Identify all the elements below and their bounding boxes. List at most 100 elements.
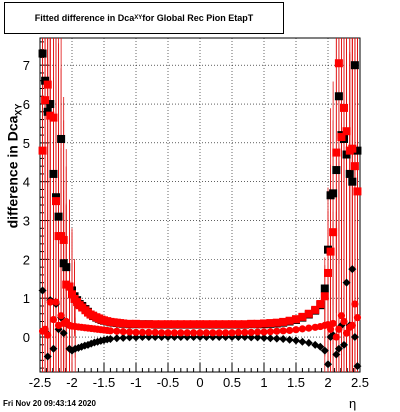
data-point-diamond <box>38 286 47 295</box>
data-point-circle <box>222 329 230 337</box>
data-point-circle <box>351 300 359 308</box>
data-point-diamond <box>334 344 343 353</box>
data-point-square <box>164 320 172 329</box>
data-point-square <box>52 197 60 206</box>
data-point-circle <box>106 327 114 335</box>
data-point-square <box>247 319 256 328</box>
x-tick-label: -2.5 <box>29 375 51 390</box>
data-point-circle <box>138 328 146 336</box>
data-point-circle <box>353 314 362 322</box>
data-point-circle <box>44 331 52 339</box>
data-point-square <box>119 319 128 328</box>
data-point-square <box>57 134 66 143</box>
y-tick-label: 5 <box>23 136 30 151</box>
data-point-circle <box>132 328 140 336</box>
x-tick-label: -0.5 <box>157 375 179 390</box>
data-point-square <box>234 320 243 329</box>
data-point-square <box>215 320 224 329</box>
data-point-circle <box>279 327 287 335</box>
data-point-circle <box>260 328 268 336</box>
data-point-square <box>151 320 160 329</box>
data-point-diamond <box>272 334 281 343</box>
data-point-circle <box>57 312 65 320</box>
data-point-diamond <box>304 338 313 347</box>
data-point-circle <box>151 328 159 336</box>
y-tick-label: 2 <box>23 252 30 267</box>
data-point-square <box>132 319 140 328</box>
data-point-circle <box>342 329 351 337</box>
data-point-square <box>228 320 236 329</box>
data-point-circle <box>46 298 54 306</box>
data-point-square <box>272 318 281 327</box>
data-point-circle <box>196 329 204 337</box>
data-point-diamond <box>320 346 329 355</box>
data-point-diamond <box>43 352 52 361</box>
data-point-square <box>337 133 346 142</box>
data-point-diamond <box>340 340 348 349</box>
data-point-diamond <box>342 278 351 287</box>
data-point-circle <box>329 319 337 328</box>
data-point-square <box>320 284 329 293</box>
data-point-circle <box>305 324 313 332</box>
x-tick-label: -1.5 <box>93 375 115 390</box>
data-point-circle <box>177 329 185 337</box>
y-tick-label: 4 <box>23 175 30 190</box>
data-point-square <box>334 59 343 68</box>
data-point-square <box>353 146 362 155</box>
data-point-circle <box>183 329 191 337</box>
data-point-square <box>41 96 50 105</box>
data-point-circle <box>266 328 274 336</box>
data-point-circle <box>234 328 242 336</box>
data-point-diamond <box>350 333 359 342</box>
chart-title: Fitted difference in Dca XY for Global Re… <box>4 2 284 34</box>
data-point-diamond <box>247 333 256 342</box>
data-point-square <box>298 312 307 321</box>
data-point-square <box>334 92 343 101</box>
data-point-square <box>348 144 357 153</box>
data-point-square <box>324 268 332 277</box>
data-point-diamond <box>59 329 68 338</box>
data-point-square <box>65 282 74 291</box>
data-point-diamond <box>279 334 288 343</box>
data-point-circle <box>52 298 60 306</box>
data-point-square <box>240 320 249 329</box>
chart-title-rest: for Global Rec Pion EtapT <box>142 13 254 23</box>
data-point-circle <box>335 325 343 333</box>
data-point-square <box>342 127 351 136</box>
data-point-circle <box>215 329 223 337</box>
data-point-square <box>38 146 47 155</box>
data-point-square <box>157 320 166 329</box>
x-tick-label: 0 <box>196 375 203 390</box>
y-tick-label: 7 <box>23 58 30 73</box>
data-point-square <box>304 309 313 318</box>
data-point-circle <box>126 328 134 336</box>
data-point-circle <box>190 329 198 337</box>
data-point-circle <box>286 326 294 335</box>
y-tick-label: 3 <box>23 214 30 229</box>
data-point-square <box>170 320 179 329</box>
data-point-square <box>353 187 362 196</box>
data-point-circle <box>145 328 153 336</box>
data-point-square <box>348 177 357 186</box>
data-point-square <box>59 235 68 244</box>
data-point-circle <box>348 321 356 329</box>
data-point-square <box>183 320 192 329</box>
data-point-square <box>311 305 320 314</box>
data-point-circle <box>326 325 335 333</box>
data-point-diamond <box>112 334 121 343</box>
y-tick-label: 6 <box>23 97 30 112</box>
data-point-square <box>326 247 335 256</box>
data-point-circle <box>119 328 127 336</box>
data-point-circle <box>292 326 300 334</box>
x-axis-label: η <box>349 396 357 411</box>
x-tick-label: -1 <box>130 375 142 390</box>
data-point-square <box>260 319 268 328</box>
data-point-square <box>176 320 185 329</box>
data-point-circle <box>113 327 121 335</box>
data-point-circle <box>332 333 340 341</box>
data-point-square <box>196 320 204 329</box>
data-point-square <box>316 300 325 309</box>
data-point-circle <box>164 329 172 337</box>
data-point-square <box>62 263 71 272</box>
y-tick-label: 1 <box>23 291 30 306</box>
